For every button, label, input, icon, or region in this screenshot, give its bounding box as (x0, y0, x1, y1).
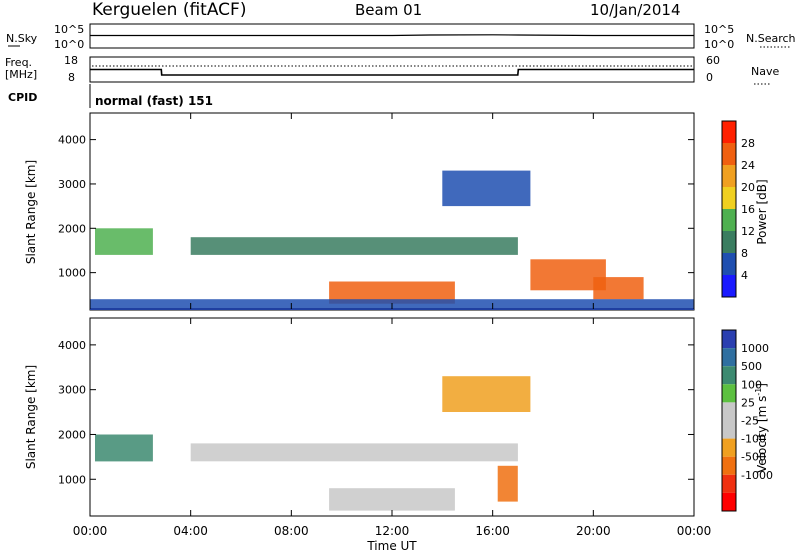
freq-tick-bottom: 8 (68, 71, 75, 84)
noise-right-tick-top: 10^5 (704, 23, 734, 36)
vel-yticks-label-3: 4000 (58, 339, 86, 352)
power-cbar-frame (721, 120, 737, 298)
power-data-region-3 (190, 237, 518, 255)
freq-label-2: [MHz] (5, 68, 37, 81)
power-cbar-cell-6 (722, 253, 736, 275)
power-cbar-cell-3 (722, 187, 736, 209)
velocity-colorbar-label-end: ] (755, 383, 769, 388)
x-tick-label-5: 20:00 (576, 524, 611, 538)
x-tick-label-3: 12:00 (375, 524, 410, 538)
freq-label-1: Freq. (5, 56, 32, 69)
frequency-line (90, 68, 694, 76)
vel-cbar-cell-4 (722, 402, 736, 421)
velocity-panel-frame (89, 317, 695, 517)
vel-cbar-tick-1: 500 (741, 360, 762, 373)
power-colorbar: 4 8 12 16 20 24 28 (721, 120, 755, 298)
x-axis-ticks: 00:00 04:00 08:00 12:00 16:00 20:00 00:00 (73, 113, 712, 538)
vel-cbar-cell-2 (722, 366, 736, 385)
x-tick-label-2: 08:00 (274, 524, 309, 538)
vel-cbar-cell-5 (722, 420, 736, 439)
power-y-ticks: 1000 2000 3000 4000 (58, 134, 694, 280)
x-tick-label-4: 16:00 (475, 524, 510, 538)
power-yticks-label-2: 3000 (58, 178, 86, 191)
vel-yticks-label-0: 1000 (58, 473, 86, 486)
power-cbar-tick-1: 8 (741, 247, 748, 260)
noise-left-tick-bottom: 10^0 (54, 38, 84, 51)
power-cbar-cell-1 (722, 143, 736, 165)
vel-data-region-1 (190, 443, 518, 462)
vel-cbar-frame (721, 329, 737, 512)
velocity-data-layer (95, 376, 531, 511)
velocity-y-label: Slant Range [km] (24, 365, 38, 469)
power-cbar-cell-0 (722, 121, 736, 143)
vel-data-region-4 (497, 465, 518, 502)
vel-cbar-cell-7 (722, 456, 736, 475)
power-data-region-4 (95, 228, 153, 255)
noise-line (90, 34, 694, 37)
station-title: Kerguelen (fitACF) (92, 0, 246, 20)
power-data-region-2 (593, 277, 644, 300)
power-cbar-cell-7 (722, 275, 736, 297)
x-tick-label-6: 00:00 (677, 524, 712, 538)
power-cbar-tick-2: 12 (741, 225, 755, 238)
power-cbar-cell-5 (722, 231, 736, 253)
power-cbar-tick-6: 28 (741, 137, 755, 150)
velocity-colorbar-label-text: Velocity [m s (755, 396, 769, 473)
velocity-colorbar-label: Velocity [m s-1] (754, 383, 769, 473)
vel-data-region-0 (95, 434, 153, 462)
vel-yticks-label-1: 2000 (58, 428, 86, 441)
vel-cbar-cell-6 (722, 438, 736, 457)
vel-cbar-cell-9 (722, 492, 736, 511)
power-yticks-label-1: 2000 (58, 222, 86, 235)
vel-yticks-label-2: 3000 (58, 384, 86, 397)
vel-cbar-tick-3: 25 (741, 396, 755, 409)
noise-left-label: N.Sky (6, 32, 38, 45)
date-title: 10/Jan/2014 (590, 1, 681, 19)
vel-cbar-tick-0: 1000 (741, 342, 769, 355)
power-colorbar-label: Power [dB] (755, 179, 769, 244)
vel-cbar-tick-7: -1000 (741, 469, 773, 482)
vel-cbar-tick-4: -25 (741, 415, 759, 428)
power-cbar-tick-4: 20 (741, 181, 755, 194)
cpid-value: normal (fast) 151 (95, 94, 213, 108)
vel-cbar-cell-1 (722, 348, 736, 367)
x-tick-label-0: 00:00 (73, 524, 108, 538)
power-data-region-0 (329, 281, 455, 304)
velocity-colorbar: 1000 500 100 25 -25 -100 -500 -1000 (721, 329, 773, 512)
power-cbar-tick-3: 16 (741, 203, 755, 216)
cpid-label: CPID (8, 91, 37, 104)
vel-data-region-2 (329, 488, 455, 511)
power-cbar-cell-4 (722, 209, 736, 231)
power-cbar-tick-5: 24 (741, 159, 755, 172)
vel-data-region-3 (442, 376, 531, 412)
power-cbar-tick-0: 4 (741, 269, 748, 282)
noise-right-tick-bottom: 10^0 (704, 38, 734, 51)
velocity-y-ticks: 1000 2000 3000 4000 (58, 339, 694, 486)
x-tick-label-1: 04:00 (173, 524, 208, 538)
freq-tick-top: 18 (64, 54, 78, 67)
x-axis-label: Time UT (366, 539, 417, 553)
beam-title: Beam 01 (355, 1, 422, 19)
vel-cbar-tick-6: -500 (741, 451, 766, 464)
nave-tick-bottom: 0 (706, 71, 713, 84)
vel-cbar-tick-2: 100 (741, 378, 762, 391)
nave-tick-top: 60 (706, 54, 720, 67)
vel-cbar-cell-0 (722, 330, 736, 349)
power-y-label: Slant Range [km] (24, 160, 38, 264)
power-yticks-label-0: 1000 (58, 267, 86, 280)
vel-cbar-cell-3 (722, 384, 736, 403)
velocity-colorbar-label-sup: -1 (754, 388, 763, 396)
noise-right-label: N.Search (746, 32, 796, 45)
power-cbar-cell-2 (722, 165, 736, 187)
vel-cbar-cell-8 (722, 474, 736, 493)
nave-label: Nave (751, 65, 779, 78)
power-yticks-label-3: 4000 (58, 134, 86, 147)
noise-left-tick-top: 10^5 (54, 23, 84, 36)
power-data-layer (90, 170, 694, 309)
power-data-region-5 (442, 170, 531, 207)
vel-cbar-tick-5: -100 (741, 433, 766, 446)
